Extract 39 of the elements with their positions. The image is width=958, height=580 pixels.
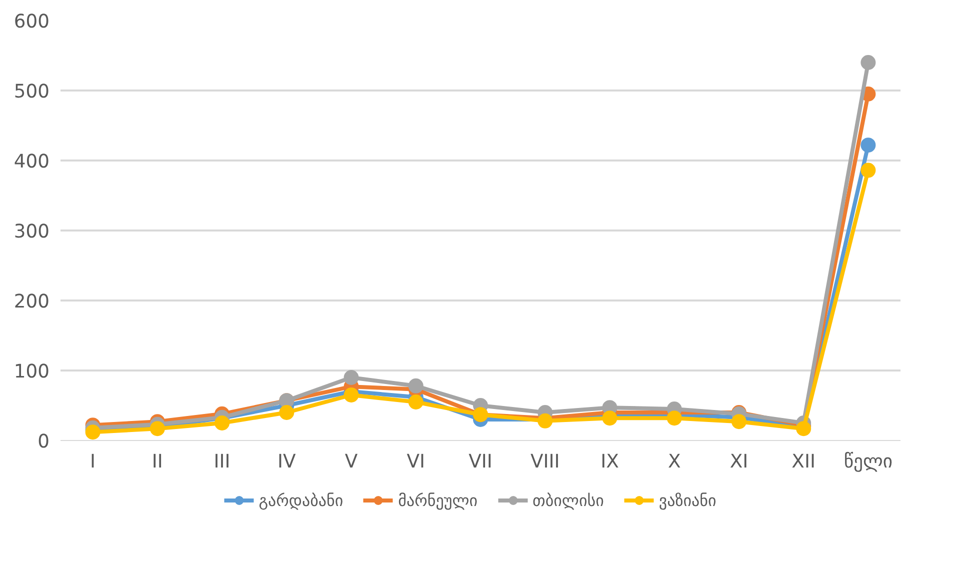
point: [860, 55, 876, 70]
x-tick-label: XII: [792, 452, 816, 472]
point: [860, 162, 876, 178]
legend-label: მარნეული: [398, 490, 478, 510]
point: [796, 421, 812, 436]
legend-label: ვაზიანი: [658, 490, 716, 510]
point: [860, 138, 876, 153]
y-tick-label: 300: [14, 222, 50, 242]
x-tick-label: XI: [730, 452, 748, 472]
point: [214, 416, 230, 430]
x-tick-label: VII: [468, 452, 492, 472]
y-tick-label: 600: [14, 12, 50, 32]
legend-label: გარდაბანი: [258, 490, 344, 510]
x-tick-label: I: [90, 452, 96, 472]
legend-label: თბილისი: [532, 490, 604, 510]
point: [666, 410, 682, 426]
point: [344, 388, 359, 402]
point: [408, 378, 424, 394]
point: [602, 410, 618, 426]
x-tick-label: V: [344, 452, 358, 472]
point: [731, 414, 746, 430]
point: [408, 394, 424, 410]
x-tick-label: X: [668, 452, 681, 472]
x-tick-label: IX: [600, 452, 620, 472]
y-tick-label: 0: [38, 432, 50, 452]
x-tick-label: III: [214, 452, 230, 472]
x-tick-label: IV: [278, 452, 296, 472]
x-tick-label: VIII: [530, 452, 560, 472]
x-tick-label: წელი: [844, 452, 893, 472]
x-tick-label: VI: [406, 452, 426, 472]
point: [279, 405, 294, 420]
point: [344, 370, 359, 385]
y-tick-label: 500: [14, 82, 50, 102]
x-tick-label: II: [152, 452, 163, 472]
point: [85, 424, 100, 440]
y-tick-label: 200: [14, 292, 50, 312]
y-tick-label: 100: [14, 362, 50, 382]
y-tick-label: 400: [14, 152, 50, 172]
point: [150, 421, 165, 436]
